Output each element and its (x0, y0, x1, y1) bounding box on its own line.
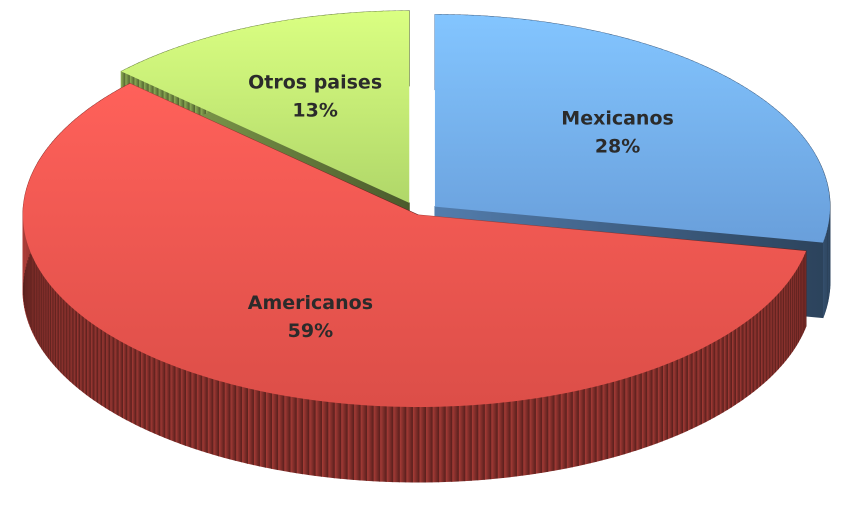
slice-label: Otros paises (248, 72, 382, 94)
slice-value-label: 28% (595, 136, 640, 158)
pie-slice (23, 83, 807, 407)
pie-slice (434, 14, 830, 243)
slice-label: Americanos (248, 292, 373, 314)
slice-value-label: 59% (288, 320, 333, 342)
slice-value-label: 13% (292, 100, 337, 122)
slice-label: Mexicanos (561, 108, 674, 130)
pie-slice (121, 10, 410, 203)
